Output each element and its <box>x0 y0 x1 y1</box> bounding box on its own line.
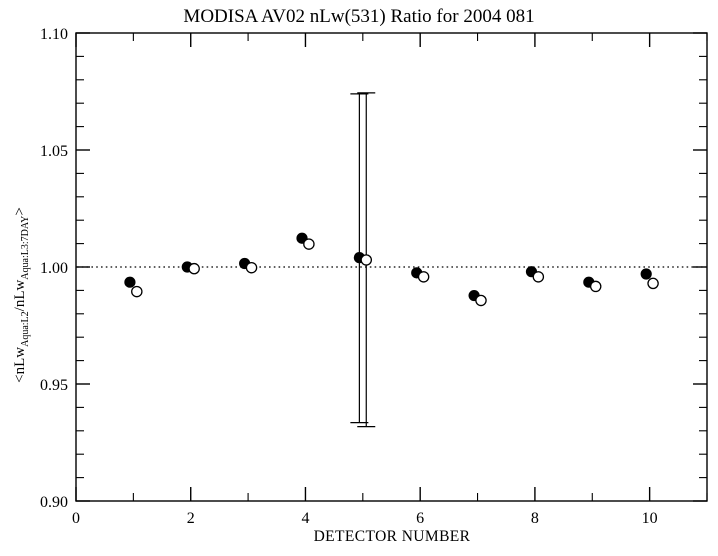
y-axis-title-slash: /nLw <box>12 280 28 312</box>
data-points-layer <box>124 92 659 428</box>
data-point-open <box>131 285 143 298</box>
data-point-open <box>589 280 602 293</box>
y-axis-title-sub2: Aqua:L3:7DAY <box>20 216 31 280</box>
svg-text:<nLwAqua:L2/nLwAqua:L3:7DAY>: <nLwAqua:L2/nLwAqua:L3:7DAY> <box>12 207 31 383</box>
y-tick-label: 1.00 <box>40 260 68 277</box>
y-axis-ticks <box>76 32 707 502</box>
chart-title: MODISA AV02 nLw(531) Ratio for 2004 081 <box>183 6 534 27</box>
data-point-open <box>475 294 487 307</box>
y-axis-title-close: > <box>12 207 28 215</box>
x-tick-label: 8 <box>531 510 539 527</box>
y-axis-title: <nLwAqua:L2/nLwAqua:L3:7DAY> <box>12 207 31 383</box>
y-tick-label: 1.10 <box>40 26 68 43</box>
x-axis-ticks <box>75 33 708 501</box>
x-tick-label: 4 <box>301 510 309 527</box>
data-point-open <box>188 262 200 275</box>
x-tick-label: 6 <box>416 510 424 527</box>
x-tick-label: 10 <box>642 510 658 527</box>
data-point-open <box>417 271 430 283</box>
data-point-open <box>360 254 373 266</box>
data-point-filled <box>640 268 652 280</box>
y-tick-labels: 1.10 1.05 1.00 0.95 0.90 <box>40 26 68 511</box>
x-axis-title: DETECTOR NUMBER <box>314 528 471 545</box>
data-point-open <box>303 238 315 250</box>
y-tick-label: 0.95 <box>40 377 68 394</box>
x-tick-label: 2 <box>187 510 195 527</box>
x-tick-labels: 0 2 4 6 8 10 <box>72 510 658 527</box>
data-point-filled <box>124 276 136 288</box>
y-tick-label: 0.90 <box>40 494 68 511</box>
x-tick-label: 0 <box>72 510 80 527</box>
y-axis-title-sub1: Aqua:L2 <box>20 311 31 347</box>
data-point-open <box>532 271 545 283</box>
plot-frame <box>75 32 708 502</box>
y-tick-label: 1.05 <box>40 143 68 160</box>
data-point-open <box>245 261 258 274</box>
data-point-open <box>647 277 659 290</box>
y-axis-title-open: <nLw <box>12 347 28 383</box>
